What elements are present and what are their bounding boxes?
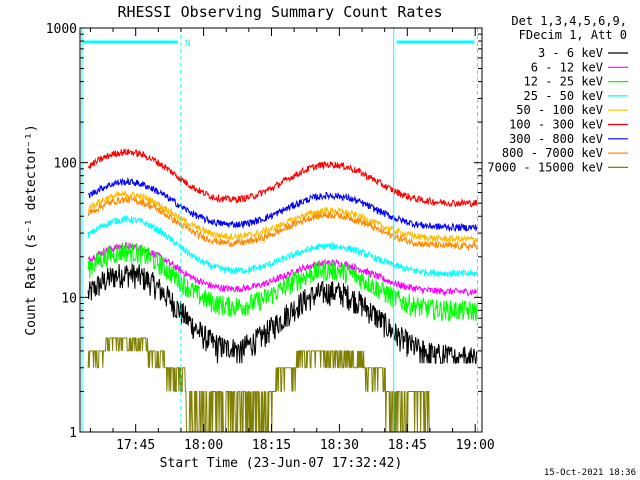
x-tick-label: 18:30 — [320, 438, 359, 453]
night-markers: N — [81, 28, 478, 432]
legend-label: 800 - 7000 keV — [502, 146, 603, 160]
night-marker-label: N — [185, 39, 190, 49]
y-tick-label: 1000 — [46, 22, 77, 37]
y-axis: 1 10 100 1000 — [46, 22, 482, 441]
legend-label: 3 - 6 keV — [538, 46, 603, 60]
x-tick-label: 17:45 — [116, 438, 155, 453]
series-line — [87, 242, 478, 322]
x-axis: 17:45 18:00 18:15 18:30 18:45 19:00 — [89, 28, 495, 453]
y-tick-label: 1 — [69, 426, 77, 441]
y-axis-label: Count Rate (s⁻¹ detector⁻¹) — [24, 124, 39, 335]
legend-label: 6 - 12 keV — [531, 60, 603, 74]
series-layer — [87, 148, 478, 432]
series-line — [87, 148, 478, 208]
series-line — [87, 189, 478, 243]
x-tick-label: 18:45 — [388, 438, 427, 453]
series-line — [87, 177, 478, 233]
x-tick-label: 18:00 — [184, 438, 223, 453]
x-tick-label: 19:00 — [456, 438, 495, 453]
legend-label: 7000 - 15000 keV — [487, 160, 603, 174]
legend-label: 300 - 800 keV — [509, 132, 603, 146]
chart-title: RHESSI Observing Summary Count Rates — [117, 3, 442, 21]
plot-frame — [79, 27, 483, 433]
y-tick-label: 10 — [61, 291, 77, 306]
legend-label: 25 - 50 keV — [524, 89, 603, 103]
x-axis-label: Start Time (23-Jun-07 17:32:42) — [160, 456, 403, 471]
series-line — [87, 215, 478, 278]
series-line — [87, 195, 478, 252]
legend-label: 100 - 300 keV — [509, 118, 603, 132]
legend-header-line-1: Det 1,3,4,5,6,9, — [511, 14, 627, 28]
x-tick-label: 18:15 — [252, 438, 291, 453]
series-line — [87, 241, 478, 297]
series-line — [87, 263, 478, 364]
legend-label: 50 - 100 keV — [516, 103, 603, 117]
legend-label: 12 - 25 keV — [524, 75, 603, 89]
y-tick-label: 100 — [54, 157, 77, 172]
footer-date: 15-Oct-2021 18:36 — [544, 468, 636, 478]
series-line — [87, 337, 478, 432]
legend-header-line-2: FDecim 1, Att 0 — [519, 28, 627, 42]
legend: Det 1,3,4,5,6,9, FDecim 1, Att 0 3 - 6 k… — [487, 14, 628, 174]
